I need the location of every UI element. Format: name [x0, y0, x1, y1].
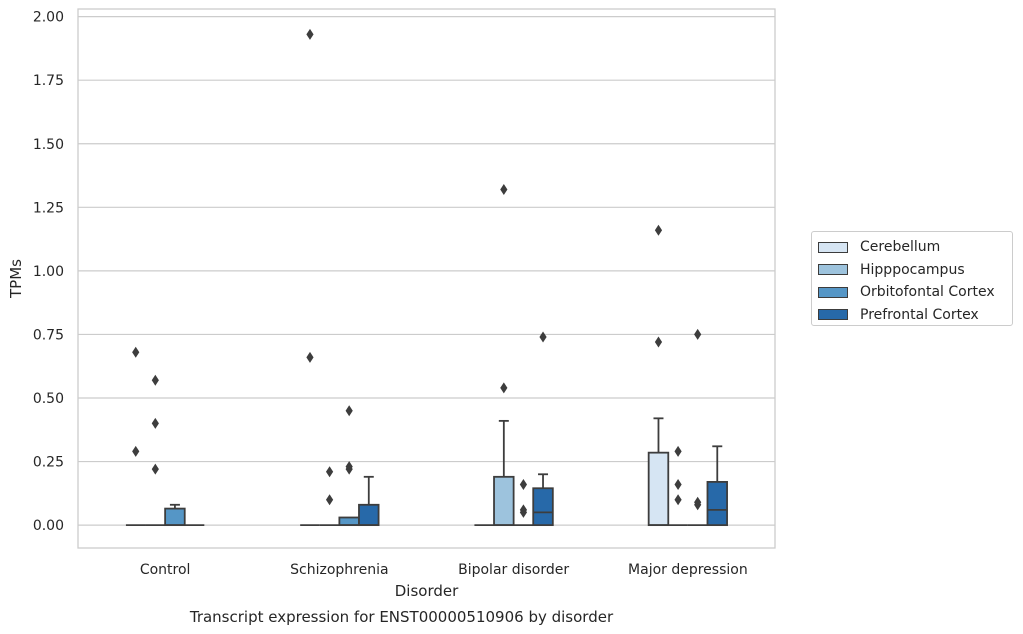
outlier-point — [132, 346, 140, 358]
legend-label: Hipppocampus — [860, 261, 965, 278]
y-tick-label: 0.25 — [33, 455, 64, 471]
outlier-point — [345, 463, 353, 475]
outlier-point — [151, 417, 159, 429]
outlier-point — [674, 478, 682, 490]
box-3-0 — [647, 417, 670, 527]
legend-item: Hipppocampus — [818, 259, 1012, 282]
x-tick-label: Control — [140, 562, 191, 578]
x-tick-label: Schizophrenia — [290, 562, 388, 578]
y-tick-label: 1.50 — [33, 137, 64, 153]
outlier-point — [151, 463, 159, 475]
box — [338, 516, 360, 527]
outlier-point — [654, 224, 663, 236]
x-tick-label: Bipolar disorder — [458, 562, 569, 578]
box — [706, 480, 728, 527]
x-axis-label: Disorder — [395, 582, 459, 600]
legend-label: Prefrontal Cortex — [860, 306, 979, 323]
outlier-point — [500, 184, 508, 196]
outliers — [132, 28, 702, 518]
outlier-point — [325, 494, 334, 506]
box — [532, 487, 554, 527]
box-2-1 — [493, 419, 515, 527]
x-tick-label: Major depression — [628, 562, 748, 578]
outlier-point — [694, 499, 702, 511]
boxes — [125, 417, 728, 527]
grid-lines — [78, 16, 775, 526]
legend: Cerebellum Hipppocampus Orbitofontal Corte… — [811, 231, 1013, 326]
y-tick-label: 0.50 — [33, 391, 64, 407]
outlier-point — [306, 351, 314, 363]
outlier-point — [674, 445, 682, 457]
y-tick-label: 0.00 — [33, 518, 64, 534]
outlier-point — [654, 336, 663, 348]
plot-frame — [77, 8, 776, 549]
y-axis-label: TPMs — [7, 259, 25, 299]
legend-item: Prefrontal Cortex — [818, 304, 1012, 327]
outlier-point — [539, 331, 547, 343]
legend-swatch — [818, 264, 848, 276]
box-2-3 — [532, 473, 554, 527]
outlier-point — [151, 374, 159, 386]
y-tick-label: 2.00 — [33, 10, 64, 26]
outlier-point — [325, 466, 334, 478]
outlier-point — [132, 445, 140, 457]
outlier-point — [500, 382, 508, 394]
box — [164, 507, 186, 527]
y-tick-label: 1.25 — [33, 200, 64, 216]
box — [493, 475, 515, 527]
y-tick-label: 1.00 — [33, 264, 64, 280]
legend-label: Orbitofontal Cortex — [860, 284, 995, 301]
legend-item: Cerebellum — [818, 236, 1012, 259]
box-3-3 — [706, 445, 728, 527]
legend-item: Orbitofontal Cortex — [818, 281, 1012, 304]
outlier-point — [519, 506, 528, 518]
y-tick-label: 1.75 — [33, 73, 64, 89]
outlier-point — [674, 494, 682, 506]
legend-label: Cerebellum — [860, 239, 941, 256]
legend-swatch — [818, 309, 848, 321]
y-axis-ticks: 0.00 0.25 0.50 0.75 1.00 1.25 1.50 1.75 2.00 — [33, 10, 64, 534]
y-tick-label: 0.75 — [33, 327, 64, 343]
outlier-point — [345, 405, 353, 417]
box — [647, 451, 670, 527]
outlier-point — [306, 28, 314, 40]
box-1-2 — [338, 516, 360, 527]
box-1-3 — [358, 475, 380, 527]
outlier-point — [519, 478, 528, 490]
chart-caption: Transcript expression for ENST0000051090… — [189, 608, 614, 626]
legend-swatch — [818, 241, 848, 253]
box-0-2 — [164, 503, 186, 527]
x-axis-ticks: Control Schizophrenia Bipolar disorder Majo… — [140, 562, 748, 578]
legend-swatch — [818, 286, 848, 298]
box — [358, 503, 380, 527]
outlier-point — [694, 328, 702, 340]
